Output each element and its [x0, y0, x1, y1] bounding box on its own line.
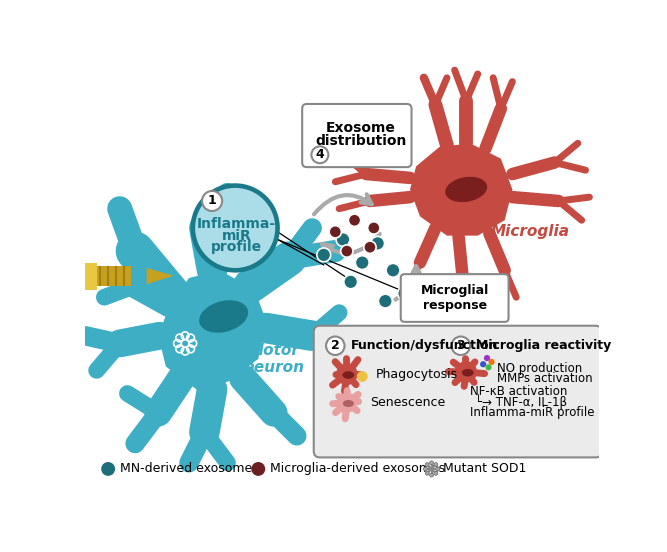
Circle shape [336, 363, 358, 385]
Circle shape [317, 248, 331, 262]
Circle shape [452, 337, 470, 355]
Circle shape [398, 286, 412, 300]
Circle shape [356, 256, 369, 269]
Circle shape [386, 263, 400, 277]
Text: 4: 4 [315, 148, 324, 161]
Circle shape [378, 294, 392, 308]
Ellipse shape [199, 300, 248, 333]
Ellipse shape [462, 369, 474, 376]
FancyBboxPatch shape [401, 274, 508, 322]
Text: profile: profile [211, 240, 262, 254]
Circle shape [337, 392, 357, 413]
Circle shape [456, 361, 477, 383]
Circle shape [202, 191, 222, 211]
Circle shape [430, 473, 434, 477]
Circle shape [191, 183, 280, 273]
Circle shape [357, 371, 368, 382]
Ellipse shape [342, 371, 354, 379]
Circle shape [434, 471, 438, 475]
Polygon shape [158, 270, 266, 390]
Text: MN-derived exosomes: MN-derived exosomes [121, 463, 259, 475]
Polygon shape [410, 143, 512, 236]
Circle shape [344, 275, 358, 289]
Text: MMPs activation: MMPs activation [497, 373, 592, 385]
Text: 1: 1 [207, 194, 217, 208]
Text: 3: 3 [456, 339, 465, 352]
Circle shape [101, 462, 115, 476]
Circle shape [426, 471, 429, 475]
Circle shape [480, 361, 486, 367]
Circle shape [336, 232, 350, 246]
Polygon shape [131, 269, 147, 283]
Text: Function/dysfunction: Function/dysfunction [351, 339, 498, 352]
Text: NO production: NO production [497, 362, 582, 375]
Text: Phagocytosis: Phagocytosis [376, 368, 458, 381]
Circle shape [368, 222, 380, 234]
Text: Senescence: Senescence [370, 396, 445, 409]
Polygon shape [85, 263, 97, 290]
Text: └→ TNF-α, IL-1β: └→ TNF-α, IL-1β [475, 395, 567, 409]
Circle shape [484, 355, 490, 361]
Text: Mutant SOD1: Mutant SOD1 [443, 463, 526, 475]
Text: NF-κB activation: NF-κB activation [470, 385, 568, 397]
Circle shape [341, 245, 353, 257]
Circle shape [371, 236, 385, 250]
Text: Microglial
response: Microglial response [420, 284, 489, 312]
Circle shape [488, 359, 495, 365]
Circle shape [430, 461, 434, 465]
Circle shape [311, 146, 328, 163]
Text: miR: miR [222, 229, 251, 243]
Polygon shape [147, 268, 173, 284]
Circle shape [436, 467, 440, 471]
Circle shape [424, 467, 428, 471]
Text: Microglia-derived exosomes: Microglia-derived exosomes [270, 463, 445, 475]
FancyBboxPatch shape [302, 104, 412, 167]
Circle shape [486, 364, 492, 370]
Circle shape [251, 462, 265, 476]
Ellipse shape [343, 400, 354, 407]
FancyBboxPatch shape [313, 326, 602, 458]
Ellipse shape [446, 177, 487, 202]
Circle shape [434, 463, 438, 466]
Text: 2: 2 [331, 339, 340, 352]
Text: Inflamma-: Inflamma- [197, 217, 276, 231]
Circle shape [195, 188, 275, 268]
Text: Motor
neuron: Motor neuron [243, 343, 304, 375]
Circle shape [329, 226, 342, 238]
Text: Exosome: Exosome [325, 121, 396, 135]
Circle shape [348, 214, 361, 226]
Text: Inflamma-miR profile: Inflamma-miR profile [470, 406, 594, 419]
Text: Microglia reactivity: Microglia reactivity [476, 339, 612, 352]
Circle shape [364, 241, 376, 253]
Polygon shape [97, 267, 131, 286]
Circle shape [326, 337, 345, 355]
Circle shape [426, 463, 429, 466]
Text: Microglia: Microglia [491, 224, 570, 239]
Text: distribution: distribution [315, 134, 406, 148]
